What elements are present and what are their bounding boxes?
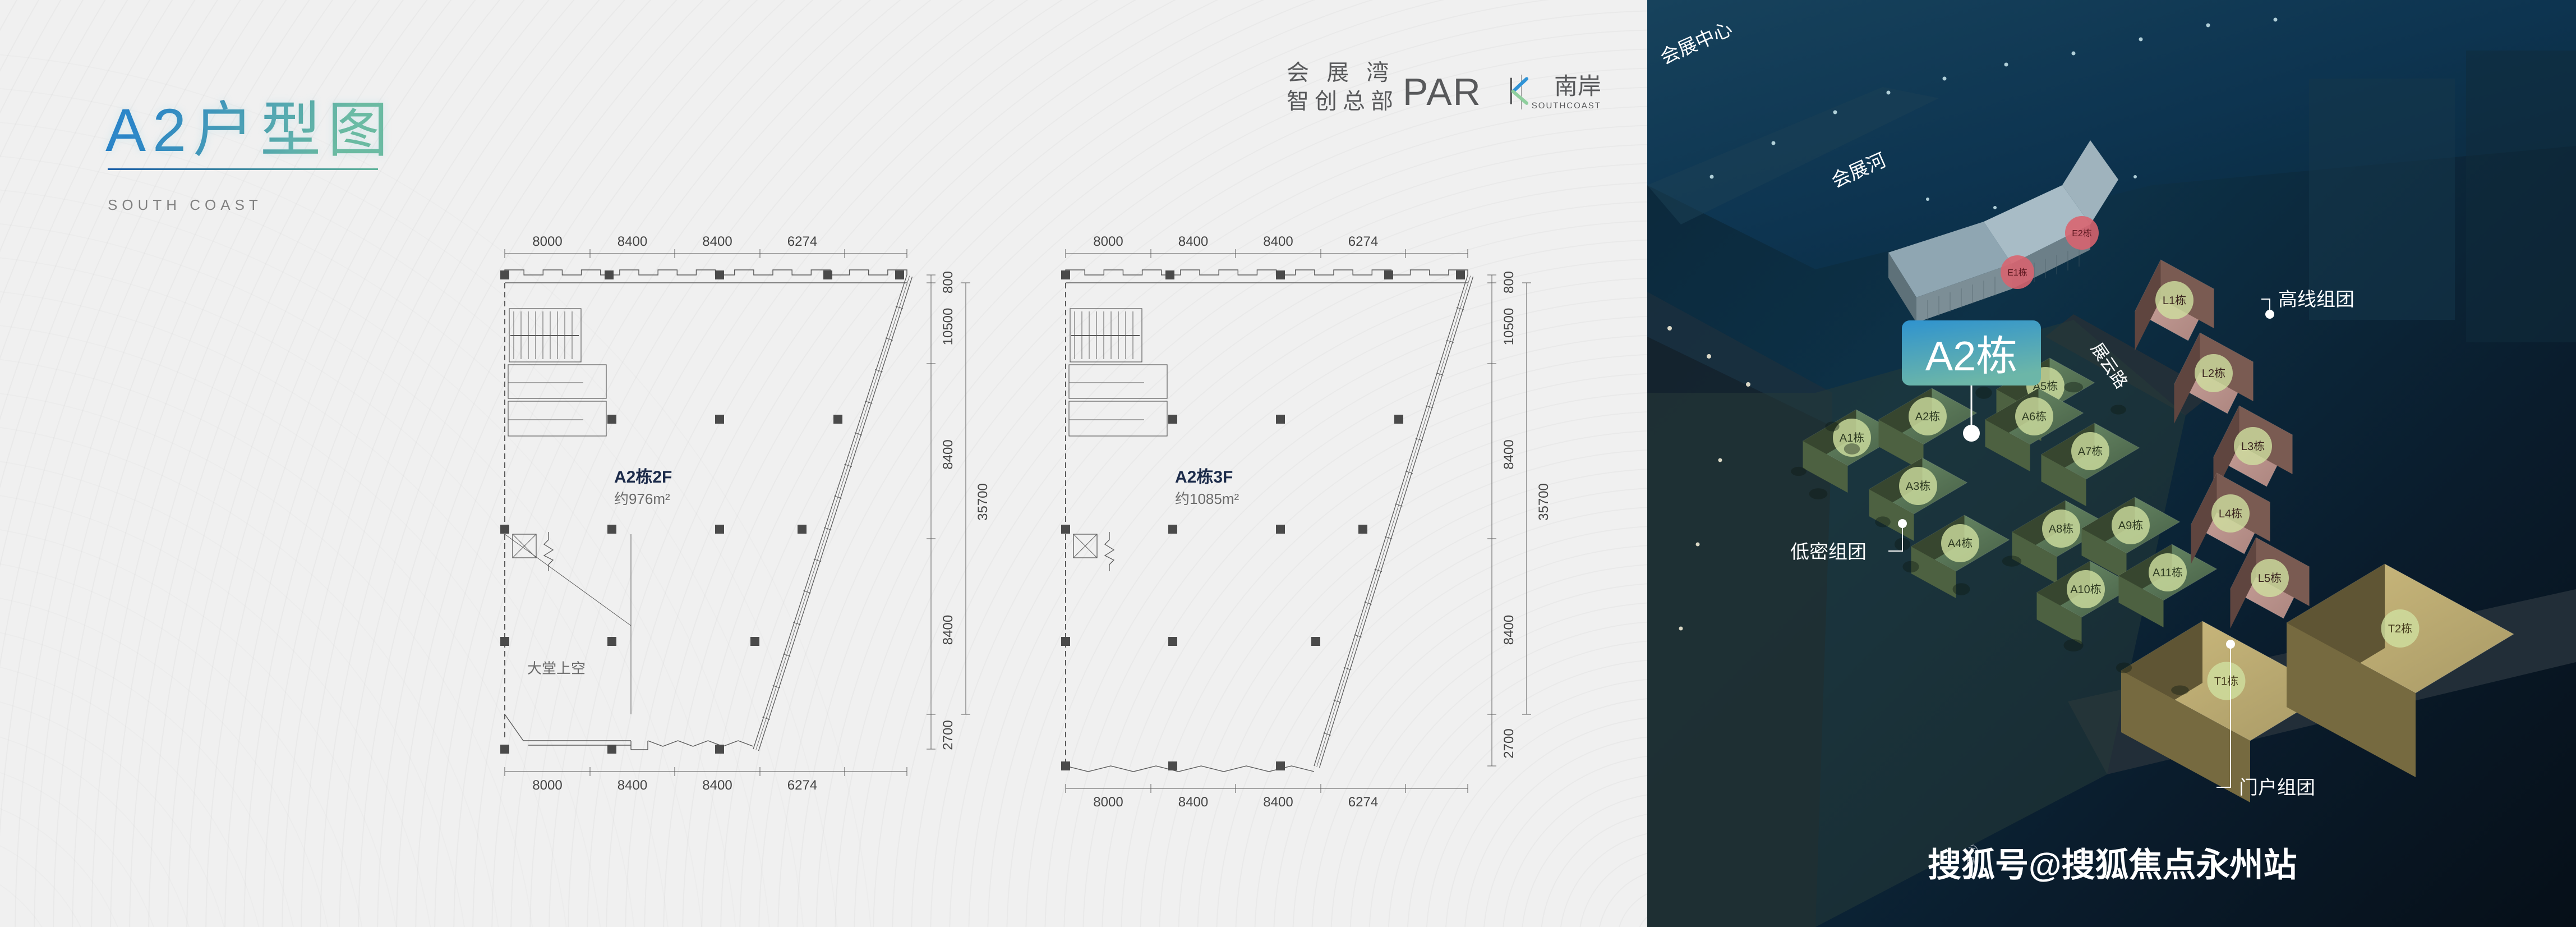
svg-text:A8栋: A8栋 bbox=[2049, 523, 2073, 535]
svg-text:L4栋: L4栋 bbox=[2219, 508, 2242, 520]
svg-text:L1栋: L1栋 bbox=[2163, 295, 2186, 307]
svg-text:A10栋: A10栋 bbox=[2070, 584, 2102, 596]
svg-text:A7栋: A7栋 bbox=[2078, 446, 2103, 458]
svg-text:A9栋: A9栋 bbox=[2118, 520, 2143, 532]
svg-text:低密组团: 低密组团 bbox=[1790, 541, 1867, 563]
svg-text:A3栋: A3栋 bbox=[1906, 480, 1930, 493]
svg-text:T2栋: T2栋 bbox=[2388, 623, 2412, 635]
svg-text:A6栋: A6栋 bbox=[2022, 411, 2047, 423]
svg-text:A1栋: A1栋 bbox=[1840, 432, 1864, 444]
svg-text:门户组团: 门户组团 bbox=[2239, 777, 2315, 798]
svg-text:T1栋: T1栋 bbox=[2214, 676, 2238, 688]
svg-text:E2栋: E2栋 bbox=[2072, 228, 2092, 238]
svg-text:A2栋: A2栋 bbox=[1915, 411, 1940, 423]
svg-text:高线组团: 高线组团 bbox=[2278, 289, 2354, 310]
svg-text:L3栋: L3栋 bbox=[2241, 440, 2265, 453]
svg-text:A4栋: A4栋 bbox=[1948, 538, 1973, 550]
svg-text:搜狐号@搜狐焦点永州站: 搜狐号@搜狐焦点永州站 bbox=[1928, 846, 2297, 884]
svg-text:A2栋: A2栋 bbox=[1925, 333, 2018, 379]
svg-text:A11栋: A11栋 bbox=[2153, 567, 2183, 579]
svg-text:L2栋: L2栋 bbox=[2202, 368, 2225, 380]
svg-text:L5栋: L5栋 bbox=[2258, 572, 2282, 585]
svg-text:E1栋: E1栋 bbox=[2007, 268, 2027, 278]
